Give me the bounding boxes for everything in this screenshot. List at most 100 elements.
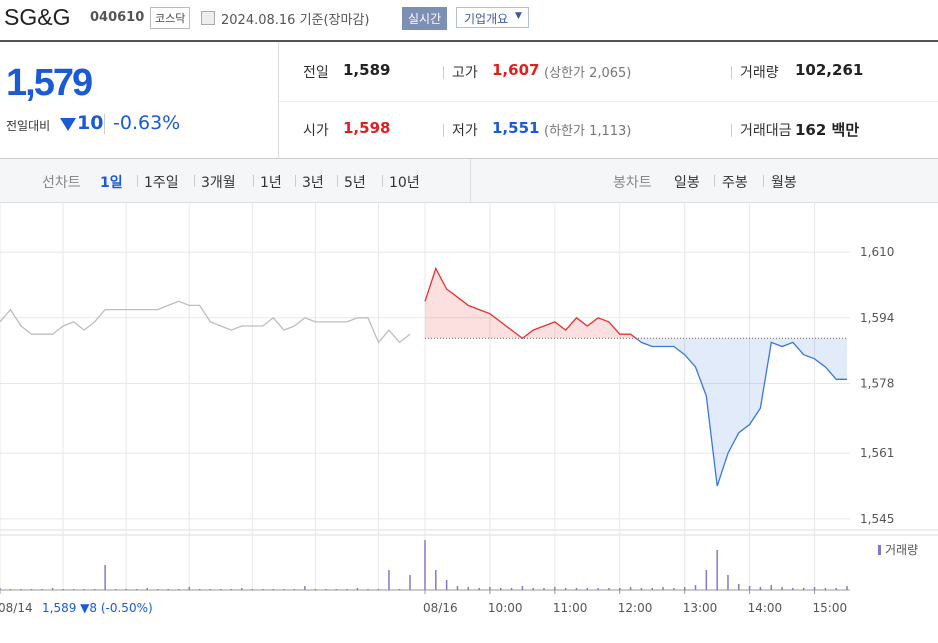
stat-separator (731, 66, 732, 79)
volume-bar (230, 589, 233, 590)
realtime-button[interactable]: 실시간 (402, 7, 448, 30)
volume-bar (72, 589, 75, 590)
stat-label: 거래대금 (740, 123, 792, 139)
x-tick-label: 15:00 (813, 601, 848, 615)
stat-value: 1,551 (492, 119, 540, 137)
company-button[interactable]: 기업개요 ▼ (456, 7, 529, 28)
volume-bar (802, 588, 805, 590)
stat-value: 162 백만 (795, 121, 860, 139)
tab-separator (763, 175, 764, 187)
volume-bar (543, 588, 545, 590)
volume-bar (673, 588, 675, 590)
tab-bar (0, 159, 938, 203)
volume-bar (532, 588, 534, 590)
volume-bar (683, 587, 686, 590)
tab[interactable]: 일봉 (674, 175, 700, 191)
volume-bar (30, 589, 33, 590)
tab[interactable]: 5년 (344, 175, 366, 191)
tab-separator (382, 175, 383, 187)
volume-bar (435, 570, 437, 590)
tab[interactable]: 주봉 (722, 175, 748, 191)
row-rule (279, 101, 938, 102)
volume-bar (759, 587, 762, 590)
volume-bar (456, 586, 459, 590)
stat-value: 1,607 (492, 61, 540, 79)
volume-bar (293, 589, 296, 590)
stat-note: (상한가 2,065) (544, 66, 632, 81)
volume-bar (575, 588, 578, 590)
volume-bar (398, 589, 401, 590)
volume-bar (93, 589, 96, 590)
stat-label: 저가 (452, 123, 478, 139)
volume-bar (167, 589, 169, 590)
x-tick-label: 14:00 (748, 601, 783, 615)
dropdown-arrow: ▼ (515, 11, 522, 21)
volume-bar (0, 588, 1, 590)
stat-value: 102,261 (795, 61, 864, 79)
volume-bar (114, 589, 117, 590)
tab[interactable]: 1주일 (144, 175, 179, 191)
volume-bar (478, 588, 480, 590)
y-tick-label: 1,594 (860, 311, 894, 325)
volume-bar (135, 589, 138, 590)
volume-bar (586, 588, 589, 590)
volume-bar (314, 589, 317, 590)
price-line (0, 300, 411, 344)
volume-bar (738, 584, 740, 590)
volume-bar (716, 550, 718, 590)
change: 10 (77, 112, 104, 134)
volume-bar (346, 589, 348, 590)
tab[interactable]: 1일 (100, 175, 123, 191)
stat-separator (443, 124, 444, 137)
separator (104, 114, 105, 134)
volume-label: 거래량 (885, 543, 918, 557)
volume-bar (608, 588, 610, 590)
prev-day-annotation: 1,589 ▼8 (-0.50%) (42, 601, 153, 615)
volume-bar (304, 586, 306, 590)
tab-separator (337, 175, 338, 187)
stat-label: 고가 (452, 65, 478, 81)
volume-bar (662, 587, 664, 590)
current-price: 1,579 (6, 62, 93, 104)
price-box (0, 42, 279, 158)
x-tick-label: 10:00 (488, 601, 523, 615)
volume-bar (335, 589, 338, 590)
volume-bar (146, 588, 148, 590)
x-tick-label: 12:00 (618, 601, 653, 615)
volume-bar (489, 587, 491, 590)
rule (0, 158, 938, 159)
stat-separator (443, 66, 444, 79)
price-area (425, 268, 847, 487)
change-label: 전일대비 (6, 119, 51, 133)
date: 2024.08.16 기준(장마감) (221, 13, 370, 28)
tab[interactable]: 3개월 (201, 175, 236, 191)
x-tick-label: 13:00 (683, 601, 718, 615)
tab[interactable]: 1년 (260, 175, 282, 191)
volume-bar (241, 588, 243, 590)
volume-bar (619, 588, 621, 590)
tab-group-label: 봉차트 (613, 175, 652, 191)
volume-bar (846, 586, 848, 590)
volume-bar (564, 588, 567, 590)
volume-bar (499, 588, 502, 590)
volume-bar (792, 588, 794, 590)
tab[interactable]: 3년 (302, 175, 324, 191)
volume-bar (409, 575, 411, 590)
volume-bar (251, 589, 254, 590)
volume-bar (209, 589, 212, 590)
y-tick-label: 1,578 (860, 376, 894, 390)
tab[interactable]: 월봉 (771, 175, 797, 191)
stat-note: (하한가 1,113) (544, 124, 632, 139)
volume-bar (781, 587, 783, 590)
market-badge: 코스닥 (150, 7, 191, 29)
volume-legend-icon (878, 545, 881, 555)
company-text: 기업개요 (464, 12, 509, 26)
volume-bar (198, 589, 201, 590)
volume-bar (9, 589, 12, 590)
volume-bar (727, 575, 729, 590)
volume-bar (272, 589, 275, 590)
volume-bar (20, 589, 22, 590)
tab[interactable]: 10년 (389, 175, 420, 191)
volume-bar (356, 588, 359, 590)
